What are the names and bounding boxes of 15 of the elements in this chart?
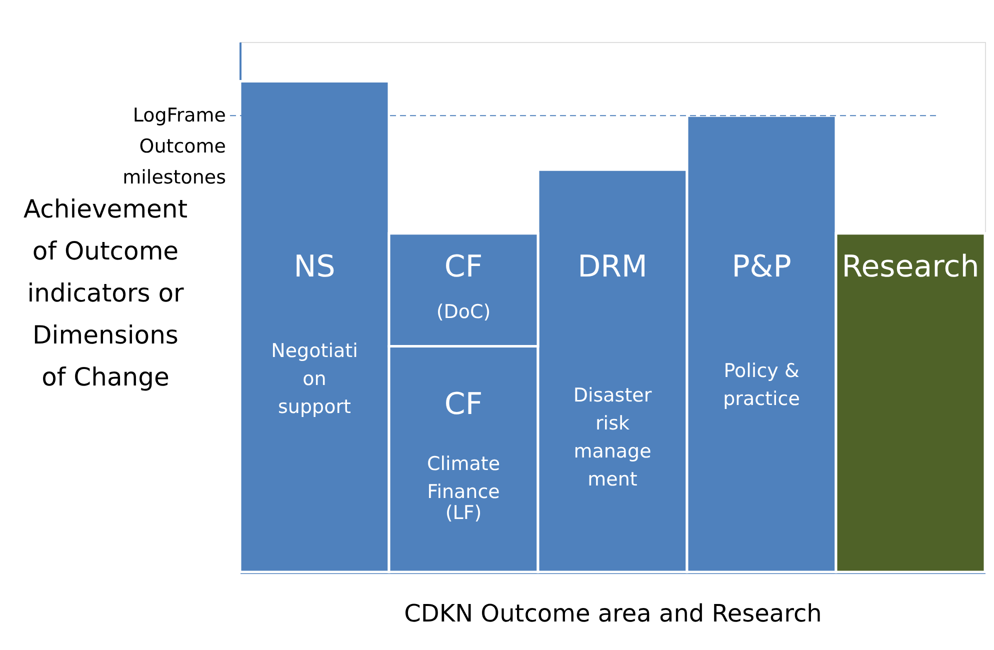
annotation: (DoC) [436, 300, 491, 323]
x-tick-label: Research [842, 250, 980, 285]
x-tick-label: DRM [578, 250, 648, 285]
y-axis-title: Achievement of Outcome indicators or Dimensions of Change [23, 194, 188, 392]
x-tick-label: NS [294, 250, 336, 285]
annotation: Disaster risk manage ment [573, 384, 652, 490]
annotation: (LF) [445, 502, 482, 524]
x-tick-label: P&P [732, 250, 792, 285]
x-axis-title: CDKN Outcome area and Research [404, 600, 822, 628]
annotation: CF [444, 387, 483, 422]
annotation: Negotiati on support [271, 340, 358, 418]
annotation: Climate Finance [426, 453, 500, 504]
annotation: Policy & practice [723, 360, 800, 410]
ref-line-label: LogFrame Outcome milestones [122, 104, 226, 189]
x-tick-label: CF [444, 250, 483, 285]
